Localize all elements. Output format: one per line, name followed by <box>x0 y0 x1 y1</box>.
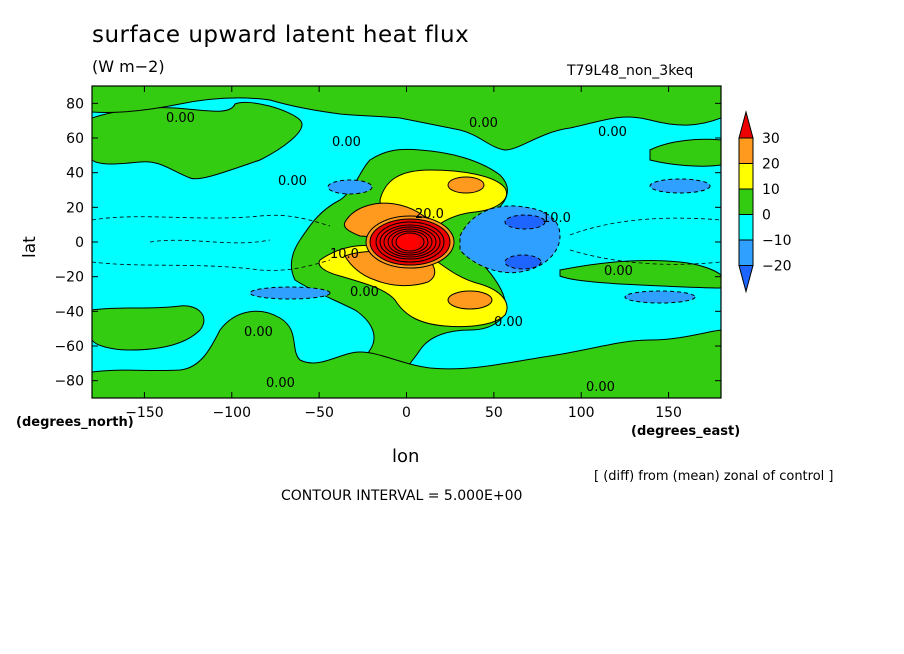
colorbar-segment <box>738 137 754 164</box>
contour-label: 0.00 <box>266 376 295 391</box>
contour-label: 0.00 <box>166 111 195 126</box>
colorbar-label: −10 <box>762 233 792 249</box>
green-north-band <box>92 86 721 151</box>
y-axis-unit: (degrees_north) <box>16 415 134 430</box>
y-tick-label: 60 <box>66 131 84 147</box>
x-tick-label: 50 <box>485 405 503 421</box>
y-tick-label: −80 <box>54 374 84 390</box>
y-tick-label: 20 <box>66 200 84 216</box>
contour-label: 0.00 <box>350 285 379 300</box>
y-tick-label: 80 <box>66 96 84 112</box>
colorbar-label: 10 <box>762 182 780 198</box>
contour-label: 0.00 <box>278 174 307 189</box>
blue-north-west <box>327 179 373 195</box>
x-tick-label: 100 <box>568 405 595 421</box>
contour-label: 0.00 <box>604 264 633 279</box>
y-tick-label: −20 <box>54 270 84 286</box>
green-nw <box>92 101 303 180</box>
contour-label: 20.0 <box>415 207 444 222</box>
contour-label: 0.00 <box>598 125 627 140</box>
x-axis-unit: (degrees_east) <box>631 424 741 439</box>
colorbar-label: 0 <box>762 208 771 224</box>
colorbar-label: −20 <box>762 259 792 275</box>
red-core <box>365 215 455 269</box>
x-tick-label: −50 <box>304 405 334 421</box>
contour-label: 0.00 <box>469 116 498 131</box>
colorbar-segment <box>738 188 754 215</box>
green-south-band <box>92 310 721 398</box>
colorbar-segment <box>738 214 754 241</box>
green-south-east <box>559 259 721 289</box>
chart-units: (W m−2) <box>92 57 165 76</box>
diff-note: [ (diff) from (mean) zonal of control ] <box>594 469 834 484</box>
colorbar-label: 30 <box>762 131 780 147</box>
y-axis-title: lat <box>20 236 40 258</box>
colorbar-top-arrow <box>738 110 754 139</box>
colorbar-label: 20 <box>762 157 780 173</box>
x-tick-label: 150 <box>655 405 682 421</box>
run-label: T79L48_non_3keq <box>567 63 694 79</box>
orange-blob-south <box>447 290 493 310</box>
contour-label: 0.00 <box>332 135 361 150</box>
map-field <box>92 86 721 398</box>
contour-label: 10.0 <box>542 211 571 226</box>
blue-south-west <box>249 286 331 300</box>
orange-blob-north <box>447 176 485 194</box>
contour-interval: CONTOUR INTERVAL = 5.000E+00 <box>281 488 523 504</box>
y-tick-label: −60 <box>54 339 84 355</box>
y-tick-label: −40 <box>54 304 84 320</box>
chart-title: surface upward latent heat flux <box>92 22 470 48</box>
blue-east-south <box>504 254 542 270</box>
x-tick-label: 0 <box>402 405 411 421</box>
blue-north-east <box>649 178 711 194</box>
green-sw <box>92 305 205 351</box>
colorbar-segment <box>738 239 754 266</box>
y-tick-label: 40 <box>66 166 84 182</box>
x-axis-title: lon <box>392 446 420 467</box>
colorbar: 30 20 10 0 −10 −20 <box>738 110 792 294</box>
colorbar-segment <box>738 163 754 190</box>
blue-east-north <box>504 214 546 230</box>
green-east-patch <box>649 138 721 167</box>
blue-south-east <box>624 290 696 304</box>
colorbar-bottom-arrow <box>738 265 754 294</box>
y-tick-label: 0 <box>75 235 84 251</box>
contour-label: 0.00 <box>244 325 273 340</box>
x-tick-label: −100 <box>213 405 251 421</box>
contour-label: 0.00 <box>586 380 615 395</box>
contour-label: 10.0 <box>330 247 359 262</box>
x-tick-label: −150 <box>125 405 163 421</box>
contour-label: 0.00 <box>494 315 523 330</box>
